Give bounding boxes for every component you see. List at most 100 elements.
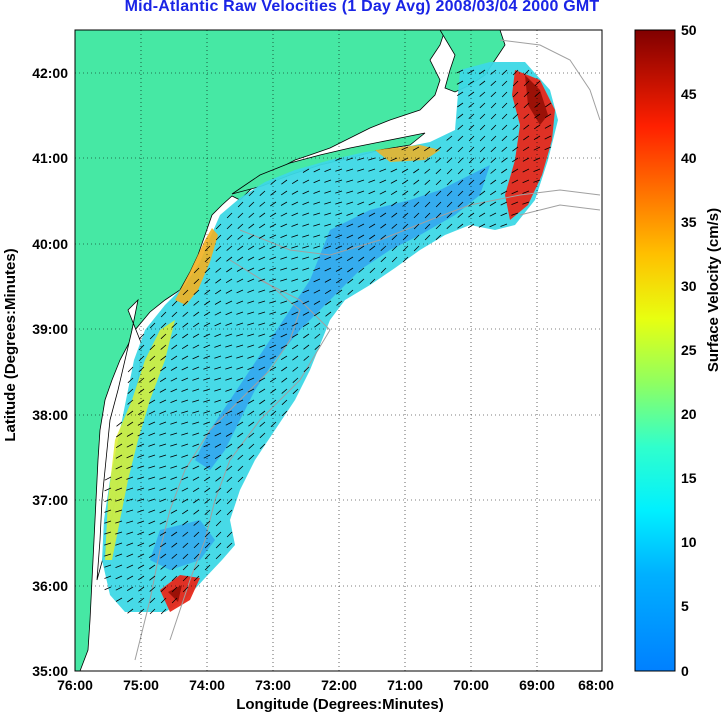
velocity-arrow [181,399,189,403]
velocity-arrow [490,91,497,98]
velocity-arrow [401,146,409,151]
velocity-arrow [500,190,508,195]
velocity-arrow [247,388,255,393]
velocity-arrow [291,278,299,282]
x-axis-label: Longitude (Degrees:Minutes) [236,696,444,713]
velocity-arrow [280,256,288,260]
velocity-arrow [215,509,222,516]
velocity-arrow [192,377,200,381]
velocity-arrow [512,80,519,87]
velocity-arrow [248,190,255,197]
velocity-arrow [203,465,211,470]
velocity-arrow [203,366,211,370]
velocity-arrow [269,366,277,371]
velocity-arrow [291,245,299,249]
velocity-arrow [170,432,178,436]
velocity-arrow [160,333,167,340]
velocity-arrow [324,289,332,295]
velocity-arrow [390,157,398,162]
y-tick-label: 35:00 [32,663,68,679]
velocity-arrow [511,212,519,216]
velocity-arrow [390,168,398,173]
velocity-arrow [457,157,464,164]
y-tick-label: 42:00 [32,65,68,81]
velocity-arrow [335,201,343,205]
velocity-arrow [214,399,222,403]
velocity-arrow [457,102,464,108]
velocity-arrow [424,234,431,241]
velocity-arrow [126,443,134,448]
velocity-arrow [159,454,167,458]
velocity-arrow [390,179,398,184]
velocity-arrow [126,542,134,546]
velocity-arrow [479,179,486,185]
velocity-arrow [116,432,123,438]
velocity-arrow [413,201,420,208]
velocity-arrow [357,212,365,217]
velocity-arrow [358,267,365,273]
velocity-arrow [137,454,145,458]
map-area [75,30,602,671]
velocity-arrow [292,377,299,383]
velocity-arrow [302,234,310,238]
velocity-arrow [269,333,277,337]
velocity-arrow [170,454,178,458]
velocity-arrow [171,542,178,548]
velocity-arrow [236,377,244,381]
velocity-arrow [160,366,167,372]
velocity-arrow [402,201,409,207]
velocity-arrow [313,201,321,205]
velocity-arrow [347,267,354,273]
velocity-arrow [346,256,354,262]
velocity-arrow [115,597,123,602]
velocity-arrow [468,146,475,153]
velocity-arrow [247,311,255,315]
velocity-arrow [247,256,255,261]
velocity-arrow [225,410,233,415]
velocity-arrow [302,223,310,227]
velocity-arrow [115,542,123,546]
velocity-arrow [204,245,211,252]
velocity-arrow [148,432,156,436]
velocity-arrow [391,234,398,241]
velocity-arrow [104,487,112,492]
velocity-arrow [446,179,453,186]
velocity-arrow [258,333,266,337]
velocity-arrow [533,146,541,151]
velocity-arrow [368,179,376,183]
velocity-arrow [369,256,376,262]
velocity-arrow [368,157,376,161]
velocity-arrow [357,179,365,183]
velocity-arrow [182,586,189,593]
velocity-arrow [127,377,134,384]
velocity-arrow [424,201,431,208]
velocity-arrow [357,201,365,205]
velocity-arrow [302,289,310,294]
velocity-arrow [115,564,123,568]
velocity-arrow [193,520,200,526]
velocity-arrow [490,102,497,109]
velocity-arrow [148,520,156,525]
velocity-arrow [192,443,200,447]
velocity-arrow [204,509,211,515]
velocity-arrow [104,575,112,579]
velocity-arrow [126,476,134,480]
velocity-arrow [368,190,376,195]
velocity-arrow [214,454,222,460]
velocity-arrow [335,157,343,161]
velocity-arrow [280,234,288,238]
velocity-arrow [225,388,233,392]
velocity-arrow [489,212,497,217]
velocity-arrow [248,432,255,438]
velocity-arrow [269,223,277,228]
velocity-arrow [193,311,200,317]
velocity-arrow [302,278,310,282]
velocity-arrow [258,234,266,239]
velocity-arrow [192,399,200,403]
velocity-arrow [247,344,255,348]
velocity-arrow [522,157,530,162]
velocity-arrow [324,223,332,227]
velocity-arrow [215,542,222,549]
velocity-arrow [193,564,200,571]
